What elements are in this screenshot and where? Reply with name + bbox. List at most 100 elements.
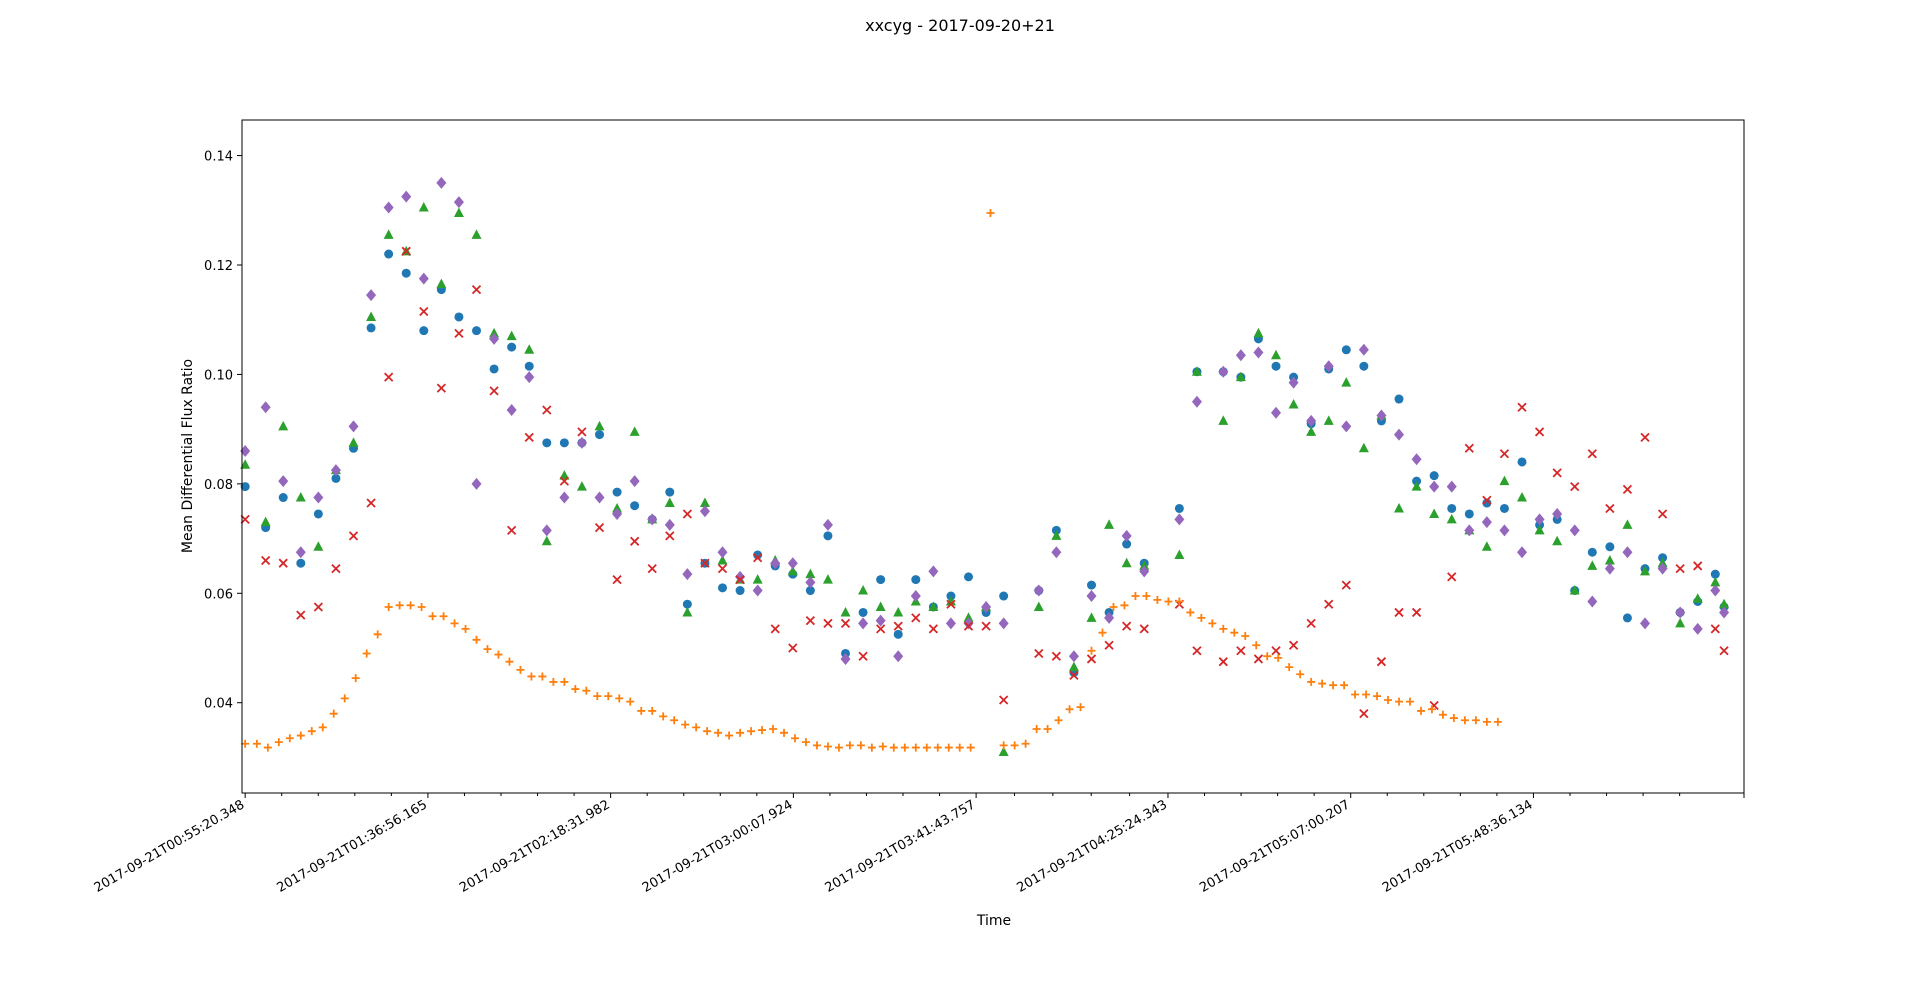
data-point [770,557,781,570]
data-point [252,739,261,748]
data-point [945,595,956,606]
data-point [1307,677,1316,686]
data-point [1323,360,1334,373]
data-point [1534,427,1545,437]
data-point [840,652,851,665]
data-point [1675,564,1685,574]
data-point [348,420,359,433]
data-point [1274,653,1283,662]
data-point [822,518,833,531]
data-point [576,436,587,449]
data-point [1033,584,1044,597]
data-point [1253,346,1264,359]
data-point [753,553,763,563]
data-point [1517,492,1528,502]
data-point [1241,631,1250,640]
data-point [981,600,992,613]
data-point [665,487,675,497]
data-point [736,728,745,737]
data-point [966,743,975,752]
data-point [1288,640,1299,650]
data-point [1464,509,1474,519]
data-point [998,617,1009,630]
data-point [1271,349,1282,360]
data-point [714,728,723,737]
data-point [1411,453,1422,466]
data-point [436,383,447,393]
data-point [1192,646,1202,656]
data-point [986,209,995,218]
data-point [1340,681,1349,690]
data-point [858,651,868,661]
data-point [436,176,447,189]
data-point [401,268,411,278]
data-point [682,568,693,581]
data-point [1139,560,1150,570]
data-point [401,246,411,256]
data-point [911,743,920,752]
data-point [955,743,964,752]
data-point [1032,724,1041,733]
data-markers [240,176,1730,756]
data-point [1324,599,1334,609]
data-point [1692,593,1703,603]
data-point [1482,498,1492,508]
data-point [1341,377,1352,387]
data-point [296,558,306,568]
data-point [1405,697,1414,706]
data-point [240,445,251,458]
data-point [582,686,591,695]
data-point [735,570,746,583]
data-point [840,606,851,617]
data-point [1043,724,1052,733]
data-point [1675,606,1686,619]
data-point [1622,546,1633,559]
data-point [285,734,294,743]
data-point [594,420,605,431]
data-point [612,507,623,520]
data-point [1296,670,1305,679]
data-point [893,629,903,639]
data-point [471,229,482,239]
y-tick-label: 0.06 [204,587,233,602]
data-point [1710,576,1721,587]
data-point [296,610,306,620]
data-point [752,584,763,597]
data-point [1164,597,1173,606]
data-point [383,229,394,239]
data-point [856,741,865,750]
data-point [1306,618,1316,629]
data-point [1086,654,1097,664]
data-point [559,491,570,504]
data-point [1447,503,1457,513]
data-point [1341,420,1352,433]
data-point [928,565,939,578]
data-point [278,420,289,431]
data-point [395,601,404,610]
data-point [790,734,799,743]
data-point [1604,554,1615,565]
data-point [331,473,341,483]
data-point [1253,327,1264,338]
data-point [1517,402,1527,412]
data-point [366,289,377,302]
data-point [647,513,658,526]
data-point [1552,535,1563,546]
data-point [717,546,728,559]
data-point [1373,692,1382,701]
data-point [1122,539,1132,549]
data-point [1622,613,1632,623]
data-point [1175,597,1184,606]
data-point [261,555,271,566]
data-point [1253,654,1264,664]
data-point [823,531,833,541]
data-point [875,614,886,627]
data-point [1552,507,1563,520]
data-point [612,487,622,497]
data-point [963,621,974,631]
data-point [541,524,552,537]
data-point [417,602,426,611]
data-point [1306,426,1317,436]
data-point [963,617,974,630]
